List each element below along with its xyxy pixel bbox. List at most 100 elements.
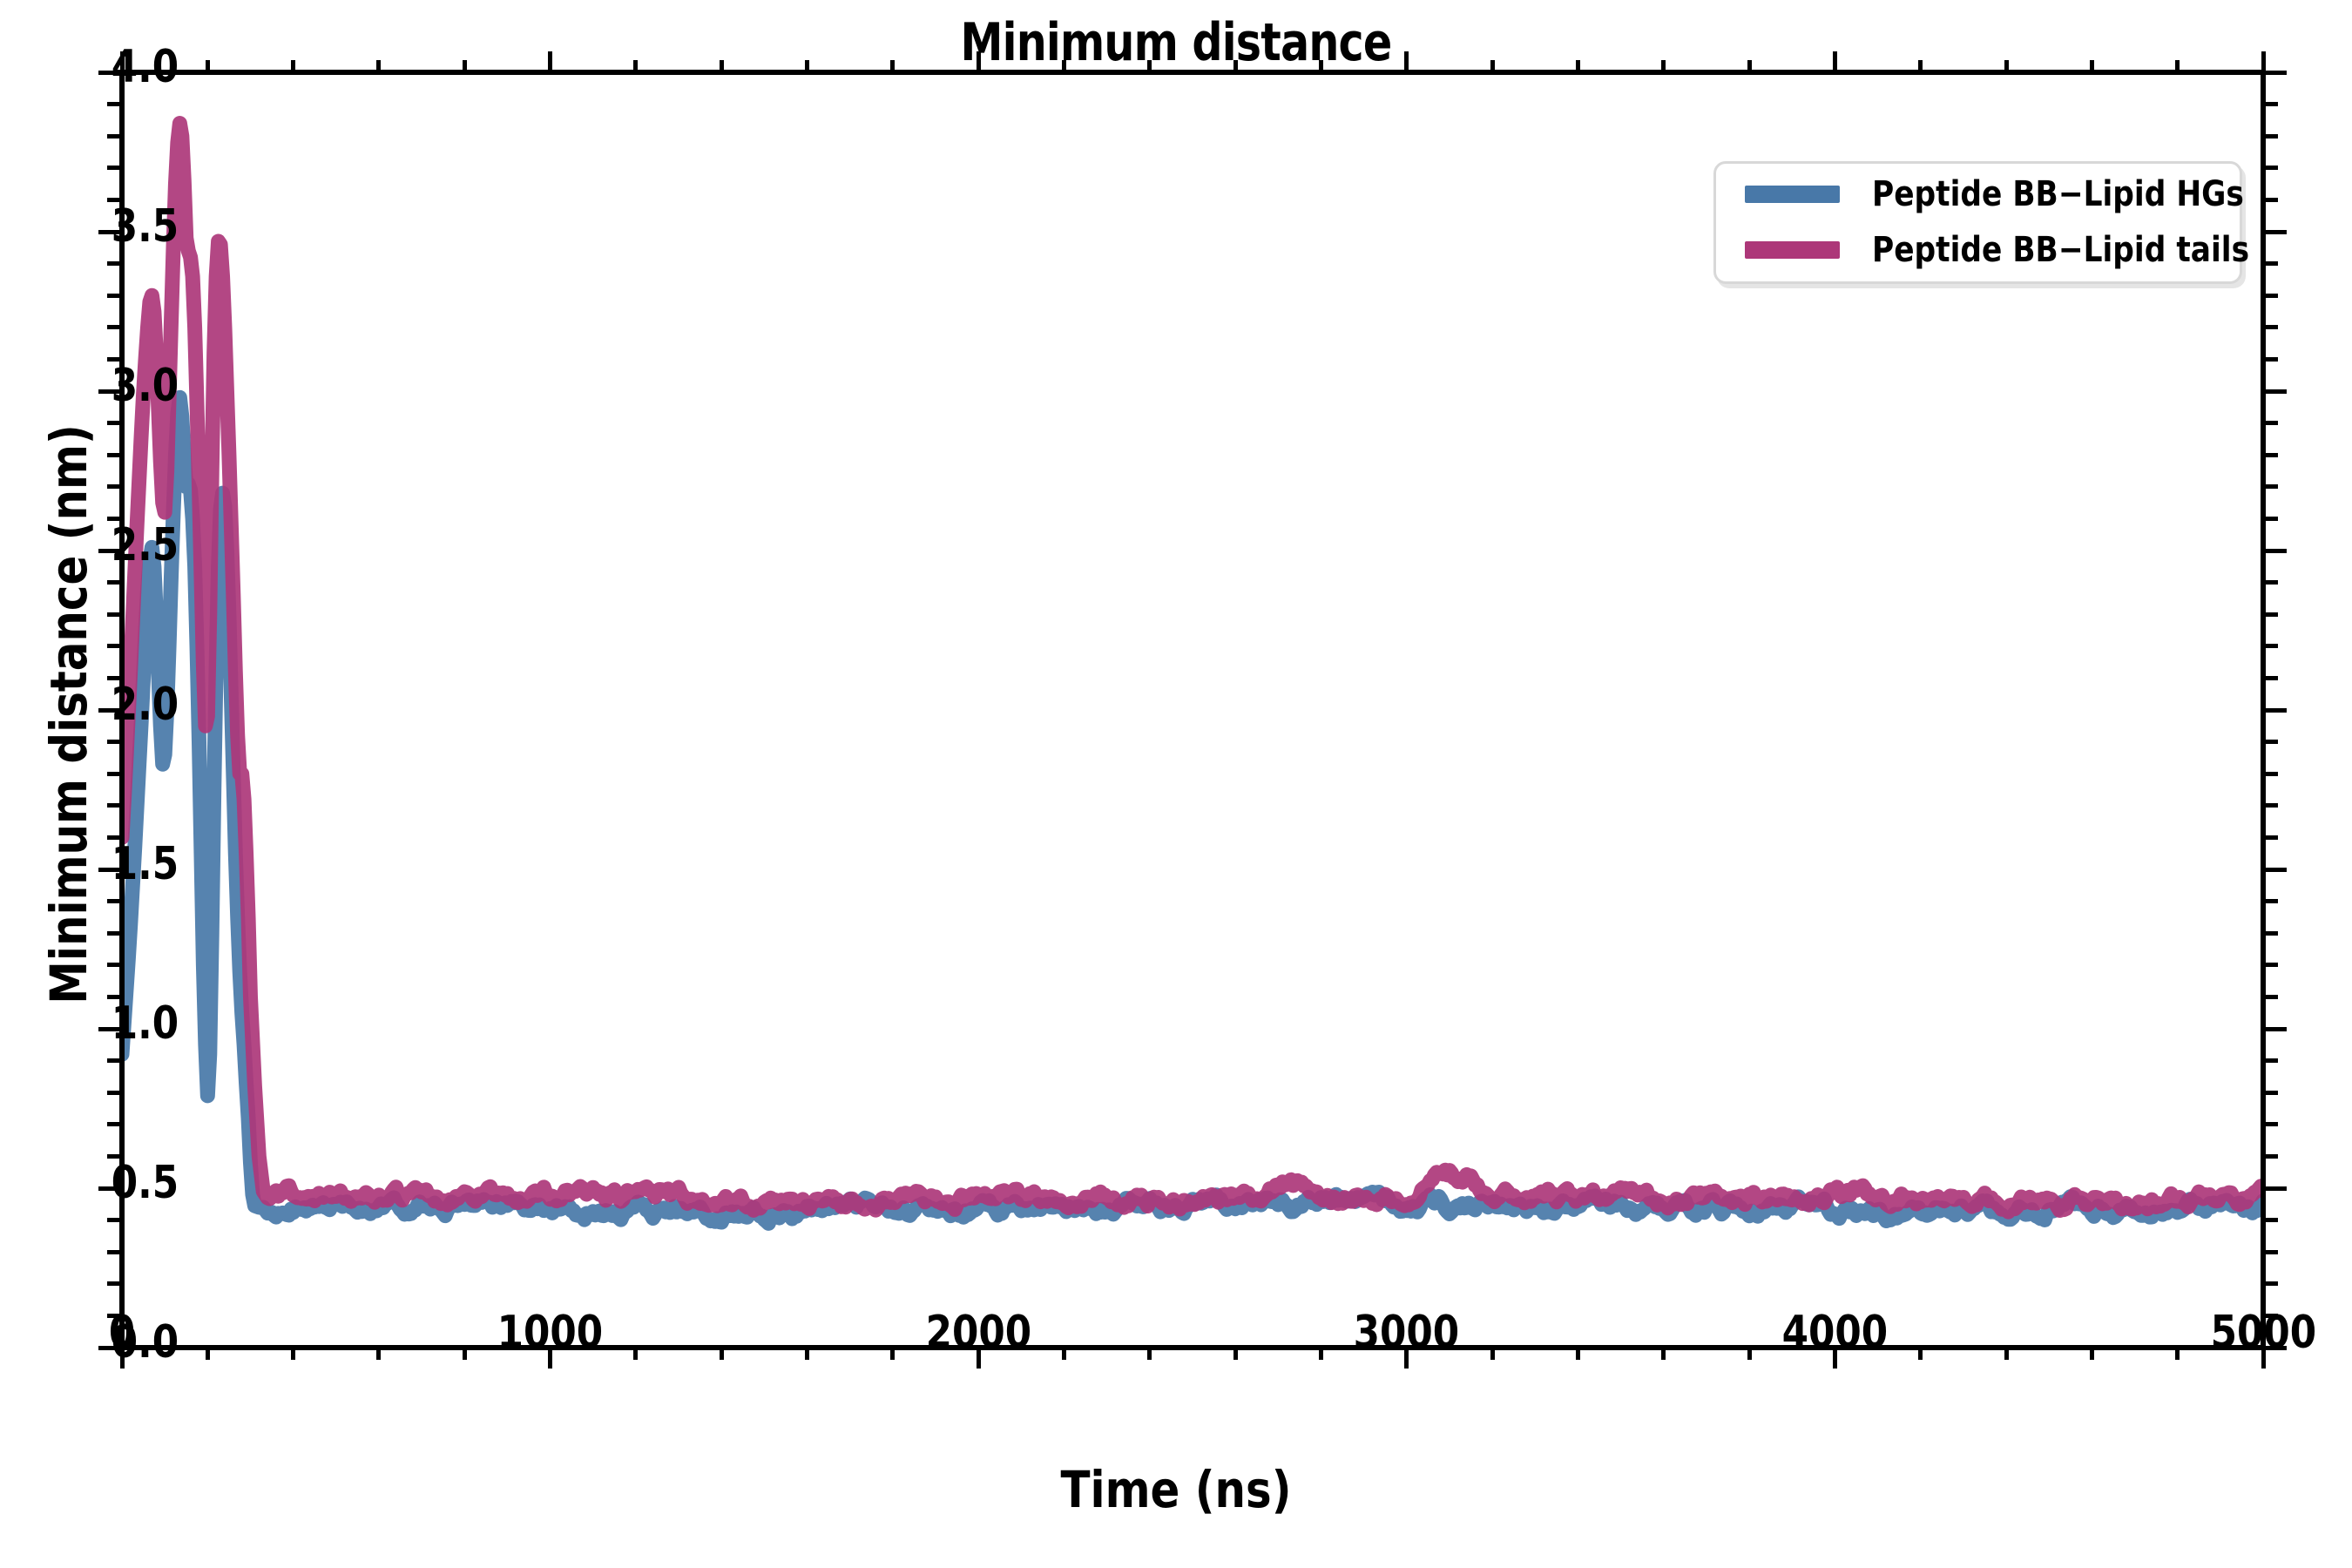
- y-tick-right: [2263, 293, 2278, 298]
- y-tick: [98, 1345, 122, 1350]
- y-tick: [107, 133, 122, 139]
- x-tick-label: 1000: [497, 1307, 604, 1359]
- x-tick-top: [1233, 60, 1238, 75]
- y-tick: [107, 771, 122, 776]
- y-tick-right: [2263, 421, 2278, 426]
- y-tick: [107, 930, 122, 936]
- y-tick-label: 2.5: [111, 519, 179, 571]
- x-tick-top: [1661, 60, 1666, 75]
- x-tick-top: [719, 60, 724, 75]
- y-tick-right: [2263, 707, 2287, 713]
- y-tick: [107, 1281, 122, 1287]
- y-tick-right: [2263, 1122, 2278, 1127]
- y-tick-right: [2263, 1090, 2278, 1095]
- y-tick: [107, 484, 122, 490]
- x-tick: [2089, 1345, 2094, 1360]
- x-tick: [2175, 1345, 2180, 1360]
- y-tick: [107, 197, 122, 202]
- x-axis-label: Time (ns): [1060, 1460, 1292, 1519]
- y-tick: [107, 1249, 122, 1254]
- x-tick-label: 0: [108, 1307, 136, 1359]
- x-tick-top: [1918, 60, 1923, 75]
- y-tick-right: [2263, 1249, 2278, 1254]
- y-tick-right: [2263, 867, 2287, 872]
- x-tick-top: [1062, 60, 1067, 75]
- x-tick: [1575, 1345, 1580, 1360]
- y-tick: [107, 102, 122, 107]
- x-tick: [1918, 1345, 1923, 1360]
- y-tick: [107, 1058, 122, 1064]
- plot-area: [98, 51, 2287, 1369]
- x-tick-top: [2261, 51, 2266, 75]
- axis-spine-top: [119, 70, 2266, 75]
- y-tick-right: [2263, 899, 2278, 904]
- y-tick: [107, 899, 122, 904]
- chart-legend: Peptide BB−Lipid HGs Peptide BB−Lipid ta…: [1713, 161, 2249, 284]
- y-tick-right: [2263, 1058, 2278, 1064]
- x-tick-label: 4000: [1781, 1307, 1889, 1359]
- chart-title: Minimum distance: [960, 12, 1393, 73]
- y-tick: [98, 548, 122, 553]
- y-tick-label: 3.5: [111, 200, 179, 253]
- x-tick-top: [1747, 60, 1752, 75]
- x-tick-top: [633, 60, 639, 75]
- legend-label-hgs: Peptide BB−Lipid HGs: [1872, 174, 2244, 214]
- y-tick: [107, 612, 122, 617]
- x-tick-top: [1318, 60, 1323, 75]
- series-line-hgs: [122, 389, 2263, 1231]
- y-tick: [107, 166, 122, 171]
- y-tick-right: [2263, 1313, 2278, 1318]
- y-tick-right: [2263, 484, 2278, 490]
- x-tick-top: [548, 51, 553, 75]
- y-tick-label: 2.0: [111, 679, 179, 731]
- x-tick: [633, 1345, 639, 1360]
- legend-swatch-hgs: [1745, 186, 1840, 203]
- y-tick: [107, 963, 122, 968]
- y-tick-right: [2263, 1026, 2287, 1031]
- x-tick: [1318, 1345, 1323, 1360]
- x-tick: [1661, 1345, 1666, 1360]
- legend-item-hgs[interactable]: Peptide BB−Lipid HGs: [1716, 169, 2244, 220]
- y-tick-right: [2263, 771, 2278, 776]
- y-tick-right: [2263, 994, 2278, 999]
- legend-swatch-tails: [1745, 241, 1840, 259]
- x-tick: [119, 1345, 125, 1369]
- axis-spine-bottom: [119, 1345, 2266, 1350]
- y-tick-right: [2263, 102, 2278, 107]
- y-tick-label: 3.0: [111, 360, 179, 412]
- y-tick-right: [2263, 133, 2278, 139]
- legend-item-tails[interactable]: Peptide BB−Lipid tails: [1716, 225, 2249, 275]
- x-tick: [890, 1345, 896, 1360]
- y-tick-right: [2263, 612, 2278, 617]
- y-tick: [107, 580, 122, 585]
- y-tick-label: 1.5: [111, 838, 179, 890]
- x-tick: [1404, 1345, 1409, 1369]
- x-tick: [976, 1345, 981, 1369]
- x-tick: [548, 1345, 553, 1369]
- y-tick: [107, 421, 122, 426]
- y-tick-right: [2263, 963, 2278, 968]
- y-tick: [107, 452, 122, 457]
- y-tick: [107, 325, 122, 330]
- y-tick: [98, 1026, 122, 1031]
- x-tick-label: 2000: [925, 1307, 1031, 1359]
- x-tick-label: 3000: [1354, 1307, 1460, 1359]
- x-tick: [1832, 1345, 1837, 1369]
- y-tick-right: [2263, 70, 2287, 75]
- y-tick: [98, 389, 122, 394]
- y-tick: [98, 70, 122, 75]
- y-tick: [98, 1186, 122, 1191]
- y-tick: [107, 675, 122, 680]
- x-tick: [1490, 1345, 1495, 1360]
- x-tick-top: [2089, 60, 2094, 75]
- y-tick: [107, 1122, 122, 1127]
- y-tick-right: [2263, 548, 2287, 553]
- y-tick-label: 0.5: [111, 1157, 179, 1209]
- y-tick-label: 1.0: [111, 997, 179, 1050]
- x-tick-top: [1832, 51, 1837, 75]
- y-tick-right: [2263, 261, 2278, 267]
- x-tick: [462, 1345, 467, 1360]
- x-tick-top: [805, 60, 810, 75]
- y-tick: [107, 1090, 122, 1095]
